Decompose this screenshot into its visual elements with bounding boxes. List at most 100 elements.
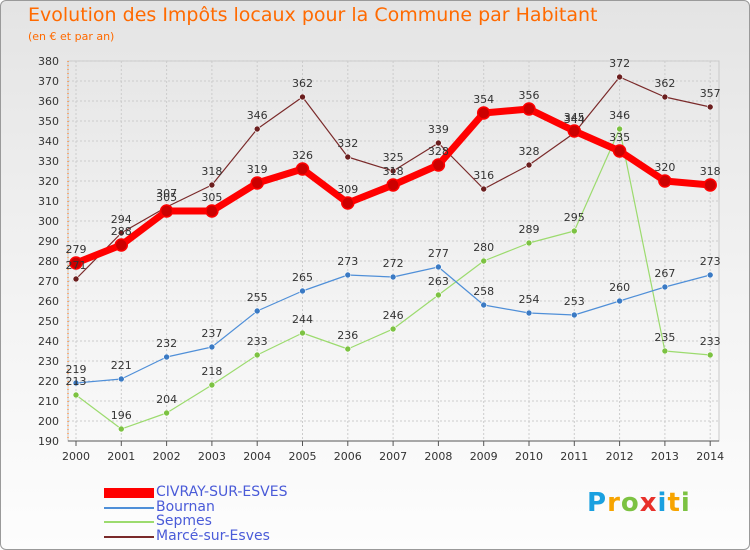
data-point-civray-sur-esves: [476, 106, 491, 120]
data-point-sepmes: [72, 391, 80, 399]
data-point-sepmes: [616, 125, 623, 133]
data-point-bournan: [253, 307, 261, 315]
data-point-civray-sur-esves: [386, 178, 400, 192]
data-point-civray-sur-esves: [341, 196, 355, 210]
x-tick-label: 2012: [606, 450, 634, 463]
data-label-civray-sur-esves: 356: [519, 89, 540, 102]
x-tick-label: 2006: [334, 450, 362, 463]
data-point-civray-sur-esves: [703, 178, 717, 192]
data-point-marc-sur-esves: [661, 93, 669, 101]
data-label-bournan: 258: [473, 285, 494, 298]
data-point-civray-sur-esves: [658, 174, 672, 188]
data-point-bournan: [435, 263, 442, 271]
data-label-bournan: 273: [337, 255, 358, 268]
data-point-bournan: [706, 271, 714, 279]
logo-letter: x: [639, 488, 658, 518]
data-label-marc-sur-esves: 316: [473, 169, 494, 182]
data-point-marc-sur-esves: [525, 161, 533, 169]
logo-letter: t: [667, 488, 681, 518]
x-tick-label: 2007: [379, 450, 407, 463]
data-label-marc-sur-esves: 307: [156, 187, 177, 200]
data-label-civray-sur-esves: 279: [66, 243, 87, 256]
data-point-marc-sur-esves: [706, 103, 714, 111]
data-point-marc-sur-esves: [253, 125, 261, 133]
data-label-sepmes: 246: [383, 309, 404, 322]
data-point-bournan: [570, 311, 578, 319]
data-label-bournan: 221: [111, 359, 132, 372]
data-label-bournan: 277: [428, 247, 449, 260]
data-label-sepmes: 233: [247, 335, 268, 348]
data-point-bournan: [661, 283, 669, 291]
data-label-civray-sur-esves: 345: [564, 111, 585, 124]
legend-swatch: [104, 488, 154, 498]
y-tick-label: 280: [38, 255, 59, 268]
data-point-civray-sur-esves: [295, 162, 310, 176]
data-label-marc-sur-esves: 344: [564, 113, 585, 126]
data-label-sepmes: 280: [473, 241, 494, 254]
data-point-civray-sur-esves: [250, 176, 264, 190]
data-point-marc-sur-esves: [118, 229, 125, 237]
data-label-civray-sur-esves: 328: [428, 145, 449, 158]
data-point-sepmes: [389, 325, 397, 333]
data-point-bournan: [525, 309, 533, 317]
legend-label: Bournan: [156, 498, 215, 515]
data-point-civray-sur-esves: [612, 144, 627, 158]
data-point-marc-sur-esves: [389, 167, 397, 175]
data-point-civray-sur-esves: [114, 238, 129, 252]
x-tick-label: 2009: [470, 450, 498, 463]
x-tick-label: 2001: [107, 450, 135, 463]
chart-data-labels: 279 288 305 305 319 326 309 318 328 354 356 345 335 3…: [66, 57, 721, 422]
chart-title: Evolution des Impôts locaux pour la Comm…: [28, 4, 598, 26]
data-point-bournan: [72, 379, 80, 387]
x-tick-label: 2010: [515, 450, 543, 463]
data-label-bournan: 253: [564, 295, 585, 308]
data-point-civray-sur-esves: [567, 124, 582, 138]
data-point-marc-sur-esves: [435, 139, 442, 147]
data-point-civray-sur-esves: [522, 102, 536, 116]
data-label-civray-sur-esves: 354: [473, 93, 494, 106]
x-tick-label: 2002: [153, 450, 181, 463]
data-label-marc-sur-esves: 325: [383, 151, 404, 164]
data-point-marc-sur-esves: [208, 181, 216, 189]
data-label-bournan: 260: [609, 281, 630, 294]
x-tick-label: 2013: [651, 450, 679, 463]
data-label-marc-sur-esves: 294: [111, 213, 132, 226]
data-label-marc-sur-esves: 318: [201, 165, 222, 178]
data-label-sepmes: 204: [156, 393, 177, 406]
logo-letter: P: [587, 488, 608, 518]
x-tick-label: 2014: [696, 450, 724, 463]
chart-series: [69, 73, 717, 433]
data-point-sepmes: [118, 425, 125, 433]
data-label-marc-sur-esves: 328: [519, 145, 540, 158]
y-tick-label: 370: [38, 75, 59, 88]
data-point-sepmes: [661, 347, 669, 355]
y-tick-label: 340: [38, 135, 59, 148]
x-tick-label: 2003: [198, 450, 226, 463]
data-label-sepmes: 213: [66, 375, 87, 388]
logo-letter: o: [620, 488, 640, 518]
data-point-bournan: [299, 287, 306, 295]
data-label-civray-sur-esves: 319: [247, 163, 268, 176]
data-label-civray-sur-esves: 309: [337, 183, 358, 196]
data-label-sepmes: 196: [111, 409, 132, 422]
data-label-bournan: 232: [156, 337, 177, 350]
data-point-bournan: [616, 297, 623, 305]
proxiti-logo: Proxiti: [587, 488, 691, 518]
data-point-sepmes: [435, 291, 442, 299]
data-point-marc-sur-esves: [299, 93, 306, 101]
y-tick-label: 250: [38, 315, 59, 328]
data-point-sepmes: [163, 409, 170, 417]
data-label-bournan: 237: [201, 327, 222, 340]
data-label-sepmes: 236: [337, 329, 358, 342]
data-point-marc-sur-esves: [480, 185, 488, 193]
data-label-sepmes: 263: [428, 275, 449, 288]
legend-label: Sepmes: [156, 513, 212, 529]
y-tick-label: 310: [38, 195, 59, 208]
data-label-bournan: 219: [66, 363, 87, 376]
data-point-sepmes: [253, 351, 261, 359]
data-label-bournan: 254: [519, 293, 540, 306]
data-point-civray-sur-esves: [431, 158, 446, 172]
data-label-civray-sur-esves: 305: [201, 191, 222, 204]
data-label-sepmes: 218: [201, 365, 222, 378]
